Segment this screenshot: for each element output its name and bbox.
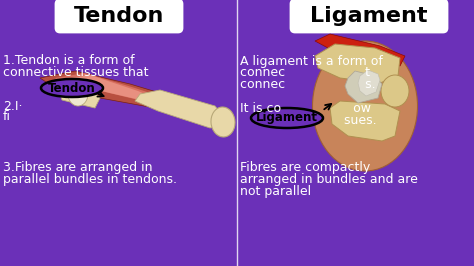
Ellipse shape (251, 108, 323, 128)
Polygon shape (330, 101, 400, 141)
Text: not parallel: not parallel (240, 185, 311, 198)
Text: 2.I·: 2.I· (3, 99, 22, 113)
Text: connec                    s.: connec s. (240, 78, 375, 92)
Polygon shape (65, 75, 162, 104)
Ellipse shape (381, 75, 409, 107)
Ellipse shape (211, 107, 235, 137)
Text: Ligament: Ligament (310, 6, 428, 26)
Text: 1.Tendon is a form of: 1.Tendon is a form of (3, 55, 135, 68)
Text: fi: fi (3, 110, 11, 123)
Polygon shape (55, 73, 165, 104)
Text: sues.: sues. (240, 114, 377, 127)
Text: Tendon: Tendon (74, 6, 164, 26)
Text: arranged in bundles and are: arranged in bundles and are (240, 173, 418, 186)
Text: connective tissues that: connective tissues that (3, 66, 148, 80)
Text: parallel bundles in tendons.: parallel bundles in tendons. (3, 173, 177, 186)
Ellipse shape (68, 82, 88, 106)
Polygon shape (358, 70, 380, 96)
Text: connec                    t: connec t (240, 66, 370, 80)
Text: Ligament: Ligament (256, 111, 318, 124)
Text: A ligament is a form of: A ligament is a form of (240, 55, 383, 68)
FancyBboxPatch shape (291, 0, 447, 32)
Text: Fibres are compactly: Fibres are compactly (240, 161, 370, 174)
Ellipse shape (41, 79, 103, 97)
Polygon shape (315, 34, 405, 66)
Polygon shape (135, 90, 225, 128)
Polygon shape (345, 71, 382, 103)
Text: 3.Fibres are arranged in: 3.Fibres are arranged in (3, 161, 153, 174)
Polygon shape (60, 86, 100, 108)
Polygon shape (315, 44, 400, 83)
Polygon shape (40, 71, 170, 108)
Text: It is co                  ow: It is co ow (240, 102, 371, 115)
FancyBboxPatch shape (56, 0, 182, 32)
Ellipse shape (312, 41, 418, 171)
Text: Tendon: Tendon (48, 81, 96, 94)
